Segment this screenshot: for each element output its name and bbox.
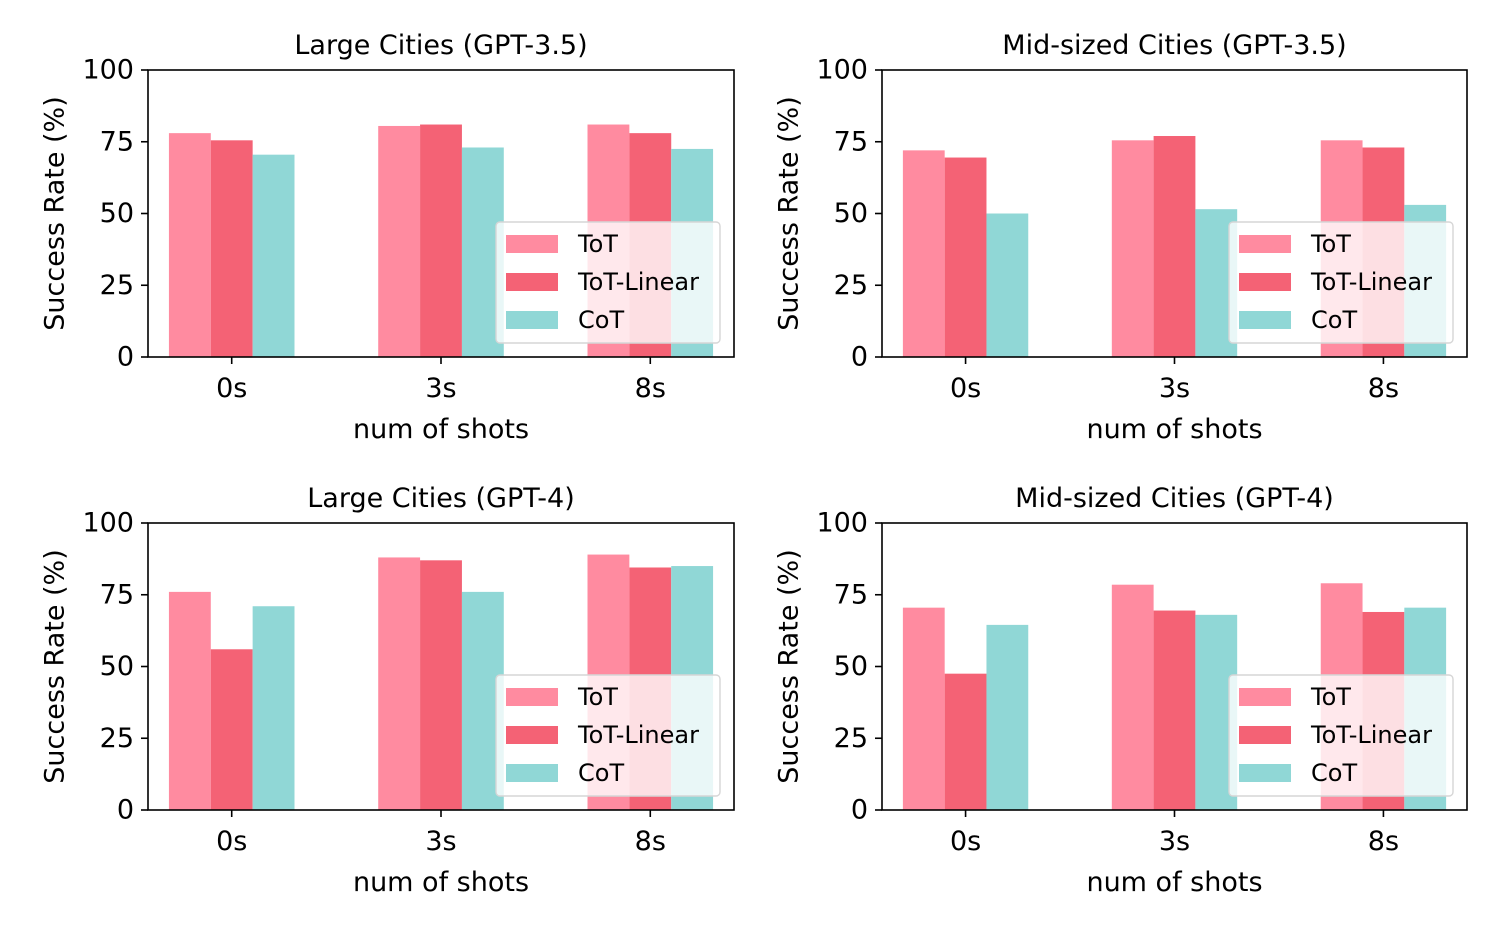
y-tick-label: 0 — [117, 342, 134, 373]
y-tick-label: 25 — [834, 723, 868, 754]
bar-tot-3s — [378, 125, 421, 358]
y-tick-label: 50 — [100, 651, 134, 682]
bar-tot-3s — [1111, 584, 1154, 810]
bar-tot-linear-0s — [944, 157, 987, 357]
x-tick-label: 8s — [1368, 373, 1399, 404]
legend-swatch — [1239, 311, 1291, 329]
legend-label: CoT — [578, 759, 624, 787]
chart-title: Large Cities (GPT-3.5) — [294, 30, 587, 61]
legend-swatch — [1239, 235, 1291, 253]
legend: ToT ToT-Linear CoT — [495, 221, 721, 344]
y-tick-label: 50 — [834, 198, 868, 229]
legend-swatch — [506, 273, 558, 291]
legend-swatch — [506, 235, 558, 253]
x-tick-label: 8s — [635, 826, 666, 857]
x-tick-label: 0s — [950, 826, 981, 857]
bar-tot-0s — [902, 150, 945, 357]
bar-tot-3s — [378, 557, 421, 810]
legend-swatch — [506, 311, 558, 329]
x-axis-label: num of shots — [353, 867, 529, 898]
bar-cot-0s — [252, 606, 295, 810]
y-axis-label: Success Rate (%) — [40, 549, 71, 783]
y-tick-label: 50 — [834, 651, 868, 682]
legend-swatch — [1239, 273, 1291, 291]
y-tick-label: 75 — [834, 579, 868, 610]
y-axis-label: Success Rate (%) — [40, 96, 71, 330]
legend: ToT ToT-Linear CoT — [495, 674, 721, 797]
x-axis-label: num of shots — [1086, 414, 1262, 445]
y-tick-label: 100 — [816, 55, 868, 86]
bar-tot-0s — [168, 133, 211, 357]
legend-label: ToT — [577, 230, 618, 258]
x-tick-label: 8s — [635, 373, 666, 404]
legend-label: CoT — [1311, 759, 1357, 787]
y-axis-label: Success Rate (%) — [774, 549, 805, 783]
y-tick-label: 75 — [834, 126, 868, 157]
x-tick-label: 0s — [216, 826, 247, 857]
x-tick-label: 3s — [1159, 373, 1190, 404]
bar-tot-linear-3s — [1153, 610, 1196, 810]
legend-label: CoT — [1311, 306, 1357, 334]
legend-swatch — [1239, 688, 1291, 706]
legend-swatch — [506, 764, 558, 782]
x-axis-label: num of shots — [1086, 867, 1262, 898]
legend-label: ToT-Linear — [1310, 268, 1432, 296]
legend-label: ToT — [1310, 683, 1351, 711]
legend-label: ToT-Linear — [1310, 721, 1432, 749]
legend-label: ToT-Linear — [577, 268, 699, 296]
legend-label: ToT-Linear — [577, 721, 699, 749]
bar-tot-linear-3s — [420, 124, 462, 357]
legend: ToT ToT-Linear CoT — [1228, 221, 1454, 344]
legend: ToT ToT-Linear CoT — [1228, 674, 1454, 797]
y-tick-label: 100 — [82, 55, 134, 86]
chart-title: Large Cities (GPT-4) — [307, 483, 574, 514]
bar-tot-linear-3s — [1153, 136, 1196, 357]
legend-swatch — [1239, 764, 1291, 782]
chart-title: Mid-sized Cities (GPT-3.5) — [1002, 30, 1346, 61]
bar-cot-0s — [986, 213, 1029, 357]
legend-swatch — [506, 726, 558, 744]
x-tick-label: 3s — [425, 373, 456, 404]
bar-tot-0s — [902, 607, 945, 810]
legend-label: ToT — [1310, 230, 1351, 258]
legend-label: ToT — [577, 683, 618, 711]
bar-tot-3s — [1111, 140, 1154, 357]
y-axis-label: Success Rate (%) — [774, 96, 805, 330]
y-tick-label: 100 — [816, 508, 868, 539]
bar-tot-linear-0s — [210, 140, 253, 357]
x-tick-label: 3s — [1159, 826, 1190, 857]
chart-title: Mid-sized Cities (GPT-4) — [1015, 483, 1334, 514]
y-tick-label: 25 — [100, 270, 134, 301]
chart-panel-4: 0 25 50 75 100 0s 3s 8s Mid-sized Cities (GPT-4)… — [774, 483, 1468, 898]
y-tick-label: 0 — [851, 795, 868, 826]
y-tick-label: 75 — [100, 579, 134, 610]
bar-cot-0s — [986, 624, 1029, 810]
y-tick-label: 100 — [82, 508, 134, 539]
bar-tot-linear-3s — [420, 560, 462, 810]
y-tick-label: 75 — [100, 126, 134, 157]
y-tick-label: 25 — [100, 723, 134, 754]
chart-panel-2: 0 25 50 75 100 0s 3s 8s Mid-sized Cities (GPT-3.… — [774, 30, 1468, 445]
x-tick-label: 0s — [950, 373, 981, 404]
bar-tot-linear-0s — [944, 673, 987, 810]
y-tick-label: 50 — [100, 198, 134, 229]
y-tick-label: 25 — [834, 270, 868, 301]
bar-tot-0s — [168, 591, 211, 810]
x-tick-label: 8s — [1368, 826, 1399, 857]
y-tick-label: 0 — [851, 342, 868, 373]
legend-label: CoT — [578, 306, 624, 334]
x-tick-label: 3s — [425, 826, 456, 857]
bar-cot-0s — [252, 154, 295, 357]
x-tick-label: 0s — [216, 373, 247, 404]
legend-swatch — [506, 688, 558, 706]
x-axis-label: num of shots — [353, 414, 529, 445]
chart-panel-3: 0 25 50 75 100 0s 3s 8s Large Cities (GPT-4) num … — [40, 483, 735, 898]
bar-tot-linear-0s — [210, 649, 253, 810]
y-tick-label: 0 — [117, 795, 134, 826]
chart-panel-1: 0 25 50 75 100 0s 3s 8s Large Cities (GPT-3.5) nu… — [40, 30, 735, 445]
legend-swatch — [1239, 726, 1291, 744]
